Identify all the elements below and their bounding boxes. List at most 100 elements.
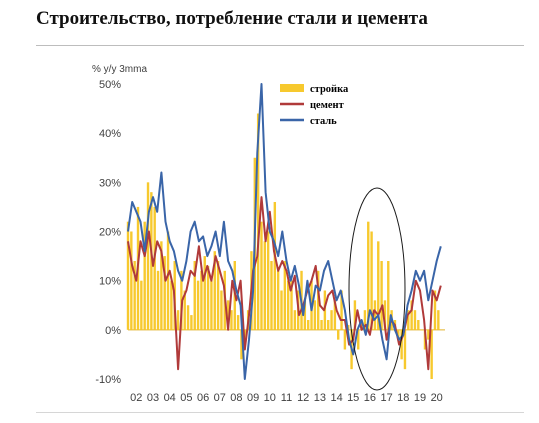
legend-label-stroyka: стройка [310,84,349,95]
x-tick-label: 02 [130,392,142,404]
construction-bar [333,300,337,330]
x-tick-label: 05 [180,392,192,404]
x-tick-label: 20 [431,392,443,404]
x-tick-label: 18 [397,392,409,404]
x-tick-label: 11 [281,392,292,404]
construction-bar [340,290,343,330]
construction-bar [213,251,216,330]
construction-bar [236,315,240,330]
construction-bar [353,300,357,330]
construction-bar [410,300,413,330]
construction-bar [170,280,173,330]
construction-bar [293,310,297,330]
construction-bar [263,241,267,330]
construction-bar [403,329,407,370]
construction-bar [286,280,290,330]
x-tick-label: 12 [297,392,309,404]
x-tick-label: 03 [147,392,159,404]
construction-bar [313,300,317,330]
construction-bar [146,182,150,330]
construction-bar [430,329,433,379]
construction-bar [196,280,200,330]
construction-bar [283,261,287,330]
construction-bar [133,261,136,330]
y-tick-label: -10% [95,374,121,386]
x-tick-label: 19 [414,392,426,404]
x-tick-label: 14 [330,392,342,404]
construction-bar [303,300,307,330]
x-tick-label: 08 [230,392,242,404]
construction-bar [143,221,146,330]
construction-bar [166,231,170,330]
construction-bar [320,320,323,330]
construction-bar [357,329,360,350]
y-tick-label: 20% [99,227,121,239]
y-axis-title: % y/y 3mma [92,64,147,75]
y-tick-label: 10% [99,276,121,288]
x-tick-label: 15 [347,392,359,404]
construction-bar [270,261,273,330]
construction-bar [203,256,206,330]
construction-bar [413,310,417,330]
construction-bar [206,265,210,330]
construction-bar [280,290,283,330]
construction-bar [276,270,280,330]
legend-swatch-stroyka [280,84,304,92]
construction-bar [400,329,403,360]
construction-bar [373,300,377,330]
legend: стройка цемент сталь [280,84,349,127]
page-title: Строительство, потребление стали и цемен… [36,8,428,29]
construction-bar [417,320,420,330]
x-tick-label: 17 [380,392,392,404]
construction-bar [183,290,186,330]
construction-bar [156,270,160,330]
divider-top [36,45,524,46]
construction-bar [370,231,373,330]
construction-bar [176,310,180,330]
y-tick-label: 50% [99,79,121,91]
x-tick-label: 16 [364,392,376,404]
x-tick-label: 04 [164,392,176,404]
x-tick-label: 13 [314,392,326,404]
construction-bar [153,206,156,330]
construction-bar [337,329,340,340]
y-tick-label: 0% [105,325,121,337]
construction-bar [200,270,203,330]
y-tick-labels: -10% 0% 10% 20% 30% 40% 50% [95,79,121,386]
construction-bar [256,113,260,330]
x-tick-label: 07 [214,392,226,404]
construction-bar [130,231,133,330]
construction-bar [407,310,410,330]
construction-bar [266,231,270,330]
construction-bar [186,305,190,330]
construction-bar [343,329,347,350]
construction-bar [327,320,330,330]
construction-bar [360,320,363,330]
legend-label-cement: цемент [310,100,345,111]
construction-bar [387,261,390,330]
construction-bar [367,221,370,330]
construction-bar [437,310,440,330]
construction-bars [126,113,440,379]
construction-bar [140,280,143,330]
construction-bar [273,202,277,330]
y-tick-label: 40% [99,128,121,140]
construction-bar [380,261,383,330]
construction-bar [420,329,423,331]
x-tick-label: 09 [247,392,259,404]
steel-series-line [127,83,442,380]
construction-bar [330,310,333,330]
construction-bar [363,310,367,330]
y-tick-label: 30% [99,177,121,189]
highlight-ellipse [348,187,406,391]
construction-bar [306,320,310,330]
construction-bar [230,310,233,330]
construction-bar [210,280,213,330]
construction-bar [383,300,387,330]
x-tick-labels: 02 03 04 05 06 07 08 09 10 11 12 13 14 15 16 17 18 19 20 [130,392,443,404]
construction-bar [193,261,196,330]
construction-bar [260,221,263,330]
divider-bottom [36,412,524,413]
construction-bar [427,329,430,340]
